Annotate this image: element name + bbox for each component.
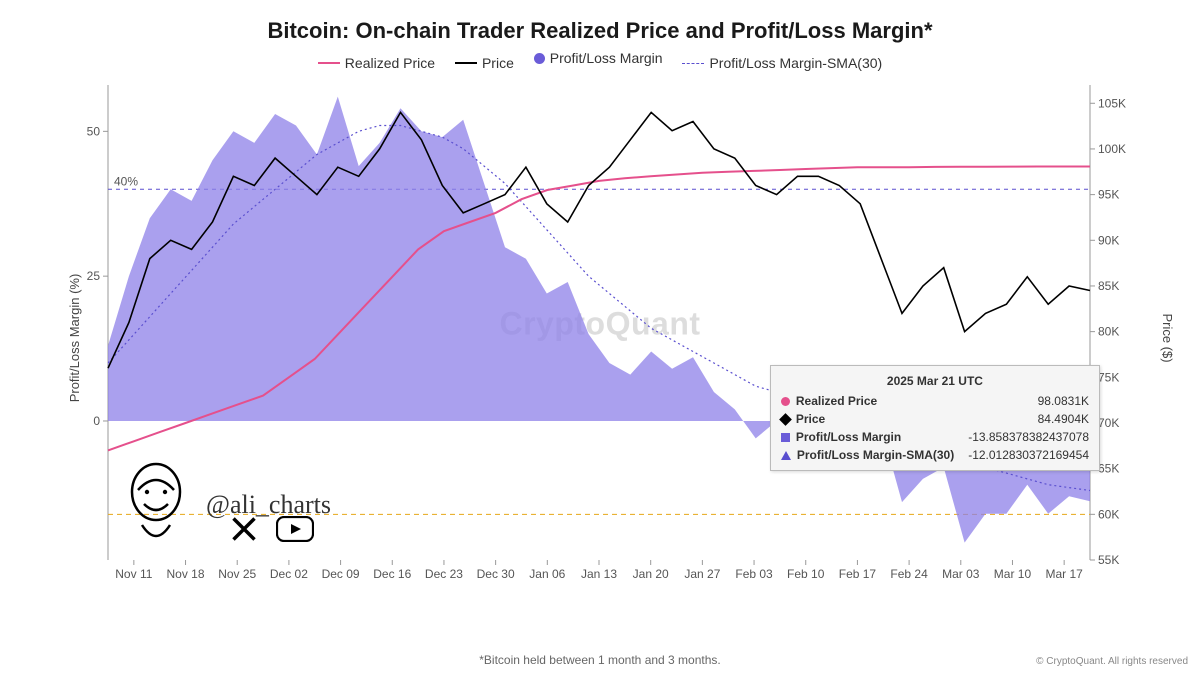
legend-label: Profit/Loss Margin: [550, 50, 663, 66]
svg-text:Jan 13: Jan 13: [581, 567, 617, 581]
svg-text:25: 25: [87, 269, 101, 283]
svg-text:Dec 09: Dec 09: [322, 567, 360, 581]
x-twitter-icon[interactable]: [230, 515, 258, 543]
legend-swatch-line: [455, 62, 477, 64]
chart-legend: Realized Price Price Profit/Loss Margin …: [0, 50, 1200, 71]
copyright-text: © CryptoQuant. All rights reserved: [1036, 656, 1188, 667]
svg-text:Feb 03: Feb 03: [735, 567, 773, 581]
legend-item-price: Price: [455, 55, 514, 71]
svg-text:95K: 95K: [1098, 188, 1119, 202]
legend-label: Realized Price: [345, 55, 435, 71]
tooltip-date: 2025 Mar 21 UTC: [781, 372, 1089, 390]
svg-text:Jan 06: Jan 06: [529, 567, 565, 581]
social-icons: [230, 515, 314, 543]
tooltip-marker-icon: [781, 433, 790, 442]
svg-text:105K: 105K: [1098, 96, 1126, 110]
svg-text:65K: 65K: [1098, 462, 1119, 476]
svg-text:55K: 55K: [1098, 553, 1119, 567]
youtube-icon[interactable]: [276, 516, 314, 542]
legend-item-margin: Profit/Loss Margin: [534, 50, 663, 66]
svg-text:Nov 25: Nov 25: [218, 567, 256, 581]
tooltip-row: Profit/Loss Margin -13.858378382437078: [781, 428, 1089, 446]
tooltip-row: Price 84.4904K: [781, 410, 1089, 428]
legend-swatch-line: [318, 62, 340, 64]
svg-text:Mar 03: Mar 03: [942, 567, 980, 581]
svg-text:90K: 90K: [1098, 233, 1119, 247]
svg-text:Nov 11: Nov 11: [115, 567, 152, 581]
svg-text:Dec 23: Dec 23: [425, 567, 463, 581]
tooltip-row: Profit/Loss Margin-SMA(30) -12.0128303721…: [781, 446, 1089, 464]
chart-footnote: *Bitcoin held between 1 month and 3 mont…: [0, 653, 1200, 667]
svg-text:70K: 70K: [1098, 416, 1119, 430]
svg-text:75K: 75K: [1098, 370, 1119, 384]
svg-text:Jan 20: Jan 20: [633, 567, 669, 581]
legend-swatch-dot: [534, 53, 545, 64]
svg-text:80K: 80K: [1098, 325, 1119, 339]
legend-label: Profit/Loss Margin-SMA(30): [709, 55, 882, 71]
legend-label: Price: [482, 55, 514, 71]
svg-text:40%: 40%: [114, 174, 138, 188]
chart-container: Bitcoin: On-chain Trader Realized Price …: [0, 0, 1200, 675]
tooltip-value: 84.4904K: [1030, 410, 1089, 428]
y-right-axis-title: Price ($): [1160, 313, 1175, 362]
svg-text:Feb 17: Feb 17: [839, 567, 877, 581]
tooltip-label: Profit/Loss Margin-SMA(30): [797, 446, 954, 464]
svg-text:Dec 02: Dec 02: [270, 567, 308, 581]
svg-text:Nov 18: Nov 18: [167, 567, 205, 581]
tooltip-marker-icon: [781, 397, 790, 406]
legend-swatch-dashed: [682, 63, 704, 64]
svg-text:Dec 30: Dec 30: [477, 567, 515, 581]
tooltip-value: 98.0831K: [1030, 392, 1089, 410]
svg-text:60K: 60K: [1098, 507, 1119, 521]
tooltip-label: Price: [796, 410, 1024, 428]
svg-text:100K: 100K: [1098, 142, 1126, 156]
legend-item-sma: Profit/Loss Margin-SMA(30): [682, 55, 882, 71]
svg-text:Mar 17: Mar 17: [1045, 567, 1083, 581]
tooltip-row: Realized Price 98.0831K: [781, 392, 1089, 410]
legend-item-realized: Realized Price: [318, 55, 435, 71]
tooltip-marker-icon: [781, 451, 791, 460]
tooltip-value: -13.858378382437078: [960, 428, 1089, 446]
hover-tooltip: 2025 Mar 21 UTC Realized Price98.0831KPr…: [770, 365, 1100, 471]
svg-text:Dec 16: Dec 16: [373, 567, 411, 581]
svg-text:Mar 10: Mar 10: [994, 567, 1032, 581]
chart-title: Bitcoin: On-chain Trader Realized Price …: [0, 18, 1200, 44]
tooltip-marker-icon: [779, 413, 792, 426]
svg-text:50: 50: [87, 124, 101, 138]
tooltip-value: -12.012830372169454: [960, 446, 1089, 464]
svg-text:0: 0: [93, 414, 100, 428]
svg-text:Jan 27: Jan 27: [684, 567, 720, 581]
svg-text:Feb 10: Feb 10: [787, 567, 825, 581]
svg-text:Feb 24: Feb 24: [890, 567, 928, 581]
avatar-icon: [120, 460, 192, 550]
svg-text:85K: 85K: [1098, 279, 1119, 293]
tooltip-label: Realized Price: [796, 392, 1024, 410]
tooltip-label: Profit/Loss Margin: [796, 428, 954, 446]
